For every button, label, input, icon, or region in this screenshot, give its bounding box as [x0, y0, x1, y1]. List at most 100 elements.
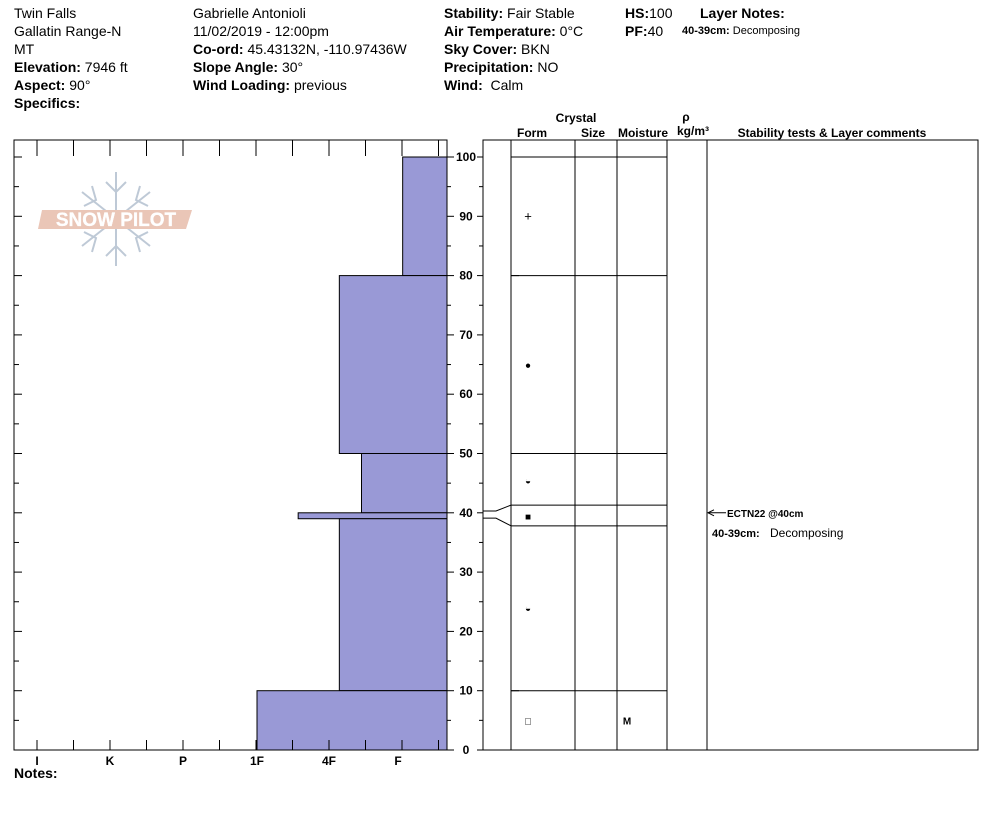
sky-row: Sky Cover: BKN: [444, 40, 583, 58]
precip-row: Precipitation: NO: [444, 58, 583, 76]
height-tick-label: 20: [459, 624, 473, 638]
hs-label: HS:: [625, 5, 650, 21]
grain-form-symbols: + ● ◒ ■ ◒ □: [524, 208, 532, 727]
wind-loading-label: Wind Loading:: [193, 77, 291, 93]
crystal-table: [482, 139, 979, 751]
stability-label: Stability:: [444, 5, 504, 21]
logo-text: SNOW PILOT: [56, 210, 177, 231]
hardness-bar: [256, 690, 448, 751]
hardness-ticks: [14, 140, 439, 751]
wind-loading-row: Wind Loading: previous: [193, 76, 407, 94]
observer-block: Gabrielle Antonioli 11/02/2019 - 12:00pm…: [193, 4, 407, 94]
arrow-icon: [706, 509, 715, 517]
layer-comment-text: Decomposing: [770, 526, 843, 540]
slope-label: Slope Angle:: [193, 59, 279, 75]
wind-loading-value: previous: [293, 77, 347, 93]
layer-connector: [483, 504, 512, 512]
aspect-label: Aspect:: [14, 77, 66, 93]
aspect-value: 90°: [69, 77, 91, 93]
coord-value: 45.43132N, -110.97436W: [247, 41, 407, 57]
layer-connector: [483, 517, 512, 527]
wind-row: Wind: Calm: [444, 76, 583, 94]
air-temp-value: 0°C: [559, 23, 584, 39]
coord-row: Co-ord: 45.43132N, -110.97436W: [193, 40, 407, 58]
density-unit-header: kg/m³: [677, 124, 709, 138]
wind-value: Calm: [490, 77, 524, 93]
slope-value: 30°: [281, 59, 304, 75]
hardness-axis-labels: I K P 1F 4F F: [35, 754, 401, 768]
height-tick-label: 90: [459, 209, 473, 223]
height-tick-label: 40: [459, 506, 473, 520]
pf-value: 40: [647, 23, 664, 39]
location-block: Twin Falls Gallatin Range-N MT Elevation…: [14, 4, 128, 112]
air-temp-label: Air Temperature:: [444, 23, 556, 39]
moisture-header: Moisture: [618, 126, 668, 140]
range-name: Gallatin Range-N: [14, 23, 122, 39]
observer-name: Gabrielle Antonioli: [193, 5, 306, 21]
specifics-label: Specifics:: [14, 95, 81, 111]
hardness-bar: [402, 156, 448, 277]
height-tick-label: 10: [459, 684, 473, 698]
height-tick-label: 100: [456, 150, 476, 164]
grain-form-symbol: ●: [525, 361, 531, 372]
grain-form-symbol: □: [525, 716, 531, 727]
slope-row: Slope Angle: 30°: [193, 58, 407, 76]
observation-datetime: 11/02/2019 - 12:00pm: [193, 23, 329, 39]
hardness-bars: [256, 156, 448, 751]
notes-label: Notes:: [14, 765, 58, 781]
air-temp-row: Air Temperature: 0°C: [444, 22, 583, 40]
stability-tests: ECTN22 @40cm: [706, 509, 804, 520]
grain-form-symbol: ■: [525, 512, 531, 523]
rho-header: ρ: [682, 110, 689, 124]
height-tick-label: 0: [463, 743, 470, 757]
hs-row: HS:100: [625, 4, 672, 22]
height-tick-label: 80: [459, 269, 473, 283]
hardness-bar: [338, 275, 448, 454]
height-tick-label: 50: [459, 447, 473, 461]
precip-value: NO: [537, 59, 559, 75]
moisture-marks: M: [623, 716, 631, 727]
moisture-label: M: [623, 716, 631, 727]
hardness-bar: [297, 512, 448, 520]
pf-row: PF:40: [625, 22, 672, 40]
hardness-bar: [338, 518, 448, 692]
hs-value: 100: [649, 5, 673, 21]
hs-pf-block: HS:100 PF:40: [625, 4, 672, 40]
snowpilot-logo: SNOW PILOT: [38, 172, 192, 266]
conditions-block: Stability: Fair Stable Air Temperature: …: [444, 4, 583, 94]
layer-note-text: Decomposing: [732, 25, 801, 37]
hardness-bar: [361, 453, 448, 514]
stability-comments-header: Stability tests & Layer comments: [738, 126, 927, 140]
elevation-value: 7946 ft: [84, 59, 128, 75]
elevation-label: Elevation:: [14, 59, 81, 75]
hardness-tick-label: P: [179, 754, 187, 768]
location-name: Twin Falls: [14, 5, 77, 21]
layer-note-range: 40-39cm:: [682, 25, 730, 37]
table-layer-lines: [483, 156, 667, 692]
elevation-row: Elevation: 7946 ft: [14, 58, 128, 76]
precip-label: Precipitation:: [444, 59, 534, 75]
sky-value: BKN: [521, 41, 550, 57]
grain-form-symbol: ◒: [525, 604, 531, 615]
layer-notes-label: Layer Notes:: [700, 5, 785, 21]
grain-form-symbol: ◒: [525, 476, 531, 487]
form-header: Form: [517, 126, 547, 140]
size-header: Size: [581, 126, 605, 140]
state-name: MT: [14, 41, 35, 57]
stability-test-label: ECTN22 @40cm: [727, 509, 804, 520]
grain-form-symbol: +: [524, 208, 532, 223]
layer-comments: 40-39cm: Decomposing: [712, 526, 843, 540]
height-tick-label: 30: [459, 565, 473, 579]
aspect-row: Aspect: 90°: [14, 76, 128, 94]
layer-note-row: 40-39cm: Decomposing: [682, 22, 800, 40]
coord-label: Co-ord:: [193, 41, 244, 57]
stability-row: Stability: Fair Stable: [444, 4, 583, 22]
logo-banner: [38, 210, 192, 229]
crystal-header: Crystal: [556, 111, 597, 125]
height-tick-label: 70: [459, 328, 473, 342]
hardness-tick-label: F: [394, 754, 401, 768]
hardness-tick-label: I: [35, 754, 38, 768]
hardness-tick-label: 1F: [250, 754, 264, 768]
height-axis: 0 10 20 30 40 50 60 70 80 90 100: [447, 150, 483, 757]
